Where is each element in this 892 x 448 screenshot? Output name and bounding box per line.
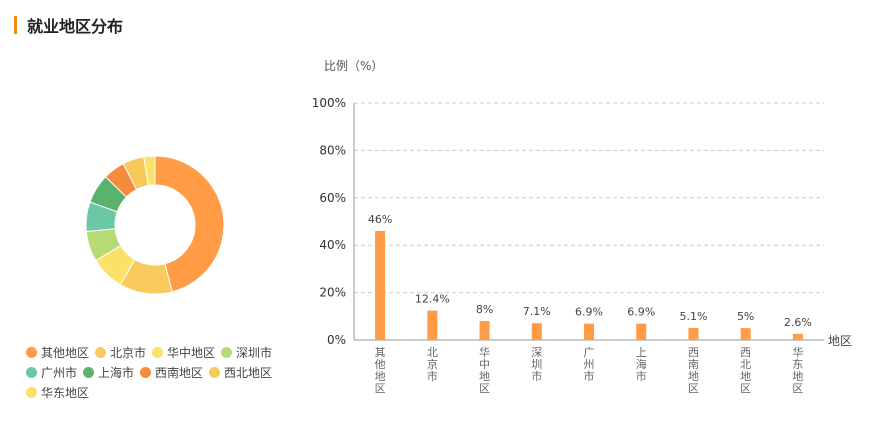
- legend-row: 广州市 上海市 西南地区 西北地区: [26, 362, 306, 382]
- bar-6[interactable]: [636, 323, 647, 340]
- section-title: 就业地区分布: [27, 17, 124, 36]
- legend-label: 广州市: [41, 365, 78, 380]
- legend-item[interactable]: 西南地区: [140, 364, 203, 381]
- legend-item[interactable]: 广州市: [26, 364, 77, 381]
- legend-row: 华东地区: [26, 382, 306, 402]
- legend-color-dot-icon: [152, 346, 164, 358]
- y-tick-label: 20%: [319, 286, 346, 300]
- legend-label: 西北地区: [224, 365, 273, 380]
- legend-item[interactable]: 上海市: [83, 364, 134, 381]
- x-tick-label: 上海市: [636, 346, 647, 383]
- y-tick-label: 80%: [319, 143, 346, 157]
- legend-label: 北京市: [110, 345, 147, 360]
- y-tick-label: 60%: [319, 191, 346, 205]
- header-accent-bar: [14, 16, 17, 34]
- x-tick-label: 广州市: [584, 346, 595, 383]
- bar-value-label: 6.9%: [627, 306, 655, 319]
- legend-color-dot-icon: [83, 366, 95, 378]
- bar-value-label: 6.9%: [575, 306, 603, 319]
- section-header: 就业地区分布: [14, 14, 123, 36]
- legend-color-dot-icon: [26, 386, 37, 398]
- bar-chart: 比例（%） 0% 20% 40% 60% 80% 100% 地区 46% 其他地区 12.4% 北京市…: [312, 59, 852, 395]
- legend-label: 深圳市: [236, 345, 273, 360]
- bar-9[interactable]: [792, 333, 803, 340]
- donut-slice-1[interactable]: [154, 155, 225, 293]
- legend-color-dot-icon: [209, 366, 221, 378]
- legend-label: 西南地区: [155, 365, 204, 380]
- legend-label: 其他地区: [41, 345, 90, 360]
- bar-4[interactable]: [531, 323, 542, 340]
- legend-item[interactable]: 华东地区: [26, 384, 89, 401]
- y-tick-label: 100%: [312, 96, 346, 110]
- x-tick-label: 华东地区: [792, 345, 803, 395]
- x-tick-label: 西南地区: [688, 346, 699, 395]
- x-tick-label: 西北地区: [740, 346, 751, 395]
- bar-value-label: 5.1%: [679, 310, 707, 323]
- y-tick-label: 0%: [327, 333, 346, 347]
- legend-item[interactable]: 其他地区: [26, 344, 89, 361]
- bar-value-label: 7.1%: [523, 305, 551, 318]
- bar-value-label: 12.4%: [415, 293, 450, 306]
- bar-1[interactable]: [375, 230, 386, 340]
- legend-item[interactable]: 深圳市: [221, 344, 272, 361]
- y-tick-label: 40%: [319, 238, 346, 252]
- x-tick-label: 华中地区: [479, 345, 490, 395]
- x-tick-label: 北京市: [427, 346, 438, 383]
- legend-item[interactable]: 西北地区: [209, 364, 272, 381]
- legend-item[interactable]: 华中地区: [152, 344, 215, 361]
- legend-color-dot-icon: [26, 366, 37, 378]
- legend-color-dot-icon: [26, 346, 37, 358]
- bar-value-label: 5%: [737, 310, 754, 323]
- bar-value-label: 46%: [368, 213, 392, 226]
- legend-row: 其他地区 北京市 华中地区 深圳市: [26, 342, 306, 362]
- legend-label: 华东地区: [41, 385, 90, 400]
- donut-slice-9[interactable]: [143, 155, 156, 187]
- bar-2[interactable]: [427, 310, 438, 340]
- bar-5[interactable]: [584, 323, 594, 340]
- donut-legend: 其他地区 北京市 华中地区 深圳市广州市 上海市 西南地区 西北地区华东地区: [26, 342, 306, 402]
- legend-label: 上海市: [98, 365, 135, 380]
- donut-chart: [85, 155, 225, 295]
- legend-color-dot-icon: [95, 346, 107, 358]
- legend-color-dot-icon: [221, 346, 233, 358]
- bar-value-label: 8%: [476, 303, 493, 316]
- x-tick-label: 其他地区: [375, 346, 386, 395]
- legend-label: 华中地区: [167, 345, 216, 360]
- bar-7[interactable]: [688, 327, 699, 340]
- bar-value-label: 2.6%: [784, 316, 812, 329]
- x-tick-label: 深圳市: [531, 346, 542, 383]
- bar-3[interactable]: [479, 321, 490, 340]
- y-axis-label: 比例（%）: [324, 59, 383, 73]
- legend-item[interactable]: 北京市: [95, 344, 146, 361]
- legend-color-dot-icon: [140, 366, 152, 378]
- x-axis-label: 地区: [828, 334, 852, 348]
- bar-8[interactable]: [740, 328, 751, 340]
